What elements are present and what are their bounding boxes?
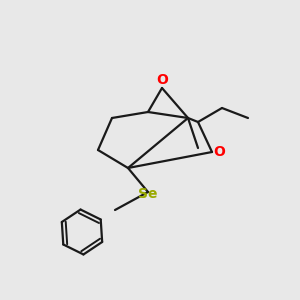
Text: O: O bbox=[156, 74, 168, 88]
Text: O: O bbox=[214, 145, 225, 159]
Text: Se: Se bbox=[138, 187, 158, 200]
